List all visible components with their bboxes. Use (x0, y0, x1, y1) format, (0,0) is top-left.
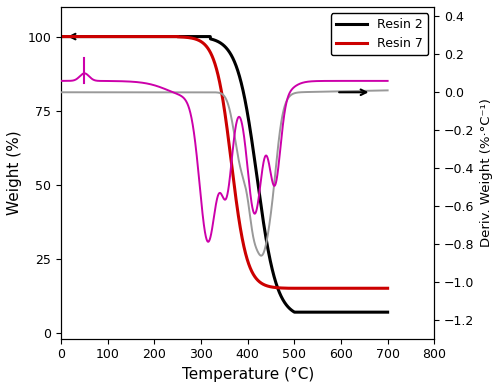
Resin 7 (184, 35, 190, 40)
Resin 2 (58, 34, 64, 39)
Resin 7 (286, 286, 292, 291)
Line: Resin 7: Resin 7 (61, 37, 388, 288)
Resin 7 (343, 286, 349, 291)
Resin 2 (378, 310, 384, 314)
Resin 7 (114, 34, 120, 39)
Resin 7 (96, 34, 102, 39)
Resin 7 (384, 286, 390, 291)
Line: Resin 2: Resin 2 (61, 37, 388, 312)
Resin 7 (378, 286, 384, 291)
Resin 2 (198, 34, 203, 39)
Resin 2 (384, 310, 390, 314)
Y-axis label: Weight (%): Weight (%) (7, 131, 22, 215)
Y-axis label: Deriv. Weight (%·°C⁻¹): Deriv. Weight (%·°C⁻¹) (480, 98, 493, 247)
Resin 2 (343, 310, 349, 314)
Resin 7 (198, 39, 203, 44)
Resin 2 (96, 34, 102, 39)
Resin 2 (184, 34, 190, 39)
Resin 2 (292, 310, 298, 314)
Legend: Resin 2, Resin 7: Resin 2, Resin 7 (331, 13, 428, 56)
Resin 7 (58, 34, 64, 39)
Resin 2 (114, 34, 120, 39)
X-axis label: Temperature (°C): Temperature (°C) (182, 367, 314, 382)
